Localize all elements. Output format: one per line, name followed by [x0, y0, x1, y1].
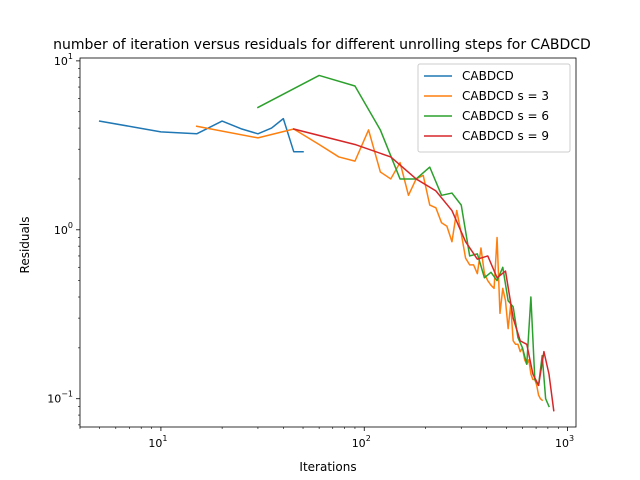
y-tick-label: 101 [54, 52, 73, 68]
legend-label: CABDCD [462, 69, 514, 83]
series-line-3 [292, 128, 555, 412]
legend: CABDCD CABDCD s = 3 CABDCD s = 6 CABDCD s =… [417, 63, 571, 153]
series-line-2 [256, 74, 550, 408]
x-tick-label: 101 [148, 434, 167, 450]
legend-frame [417, 63, 571, 153]
plot-area [98, 74, 555, 412]
y-axis-label: Residuals [18, 217, 32, 274]
legend-label: CABDCD s = 6 [462, 109, 549, 123]
legend-label: CABDCD s = 3 [462, 89, 549, 103]
chart-title: number of iteration versus residuals for… [53, 37, 591, 53]
x-tick-label: 102 [352, 434, 371, 450]
series-line-0 [98, 117, 304, 153]
y-tick-label: 100 [54, 221, 73, 237]
x-axis-label: Iterations [299, 460, 356, 474]
y-tick-label: 10−1 [47, 390, 73, 406]
plot-frame [79, 57, 577, 428]
x-tick-label: 103 [555, 434, 574, 450]
legend-label: CABDCD s = 9 [462, 129, 549, 143]
